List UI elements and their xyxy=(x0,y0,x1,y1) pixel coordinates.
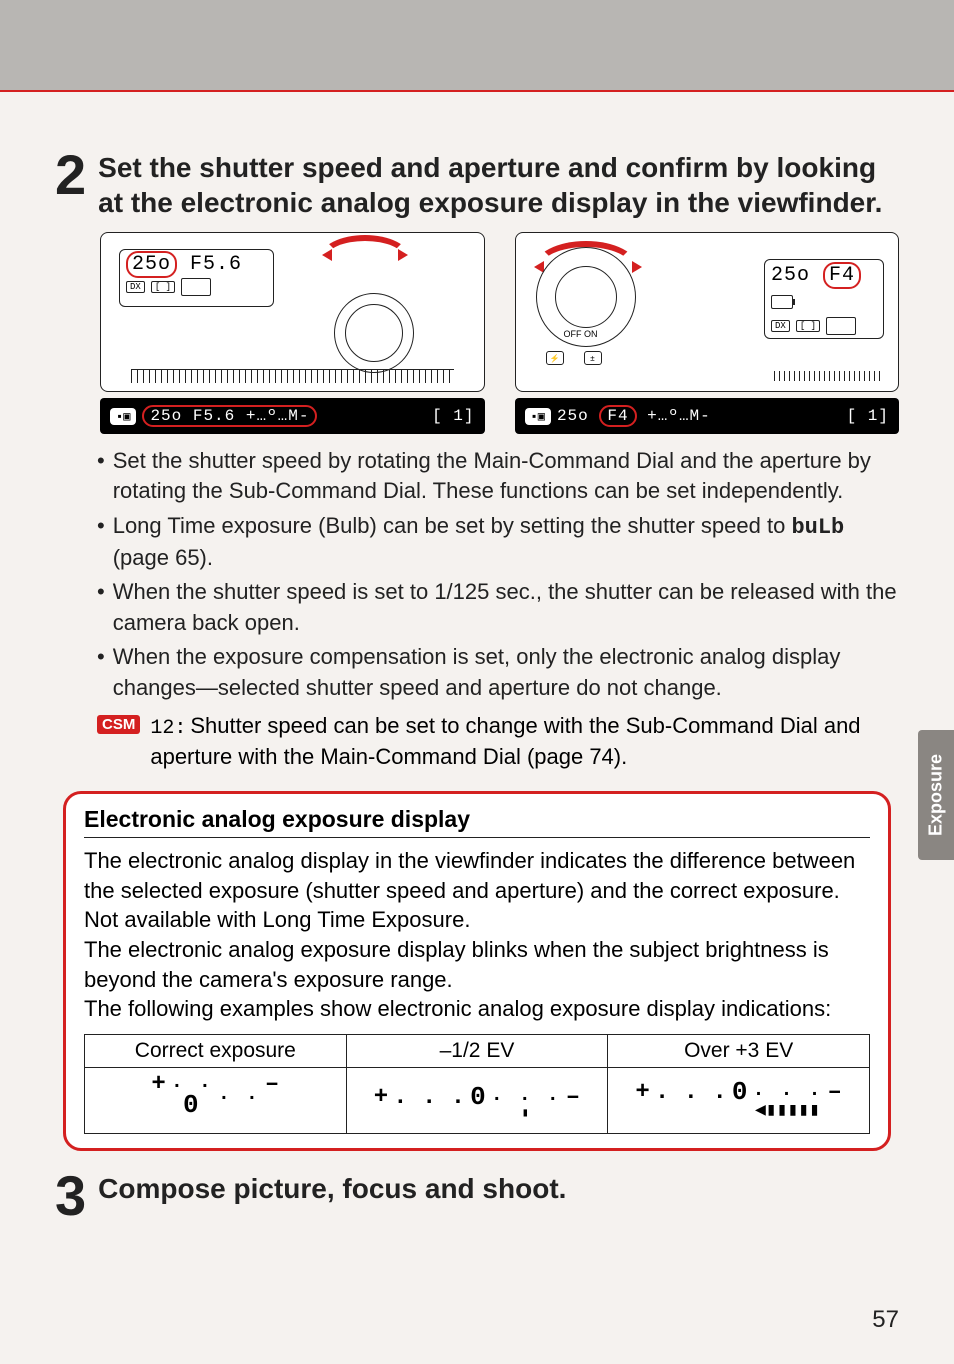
step-3: 3 Compose picture, focus and shoot. xyxy=(55,1171,899,1221)
ev-display-icon: +. . .0. . .▮– xyxy=(374,1086,580,1115)
illustration-right: OFF ON ⚡ ± 25o F4 DX [ ] xyxy=(515,232,900,434)
grip-texture-icon xyxy=(774,371,884,381)
comp-button-icon: ± xyxy=(584,351,602,365)
bullet-text-part: Long Time exposure (Bulb) can be set by … xyxy=(113,513,792,538)
info-box: Electronic analog exposure display The e… xyxy=(63,791,891,1151)
step-2: 2 Set the shutter speed and aperture and… xyxy=(55,150,899,220)
power-switch-label: OFF ON xyxy=(564,329,598,339)
bracket-icon: [ ] xyxy=(151,281,175,293)
camera-diagram-left: 25o F5.6 DX [ ] xyxy=(100,232,485,392)
info-p2: The electronic analog exposure display b… xyxy=(84,937,829,992)
lcd-shutter-oval: 25o xyxy=(126,251,177,278)
bullet-text: Set the shutter speed by rotating the Ma… xyxy=(113,446,899,507)
ev-display-icon: +. .0 . .– xyxy=(151,1073,279,1129)
vf-readout-right: 25o F4 +…º…M- xyxy=(557,407,711,425)
ev-header: Over +3 EV xyxy=(608,1034,870,1067)
ev-cell-half: +. . .0. . .▮– xyxy=(346,1067,608,1133)
page-content: 2 Set the shutter speed and aperture and… xyxy=(55,150,899,1233)
grip-texture-icon xyxy=(131,369,454,383)
vf-frame-right: [ 1] xyxy=(847,407,889,425)
ev-header: Correct exposure xyxy=(85,1034,347,1067)
vf-frame-left: [ 1] xyxy=(432,407,474,425)
bullet-item: • Set the shutter speed by rotating the … xyxy=(97,446,899,507)
main-command-dial-icon xyxy=(334,293,414,373)
ev-cell-correct: +. .0 . .– xyxy=(85,1067,347,1133)
bullet-text: When the exposure compensation is set, o… xyxy=(113,642,899,703)
illustration-row: 25o F5.6 DX [ ] xyxy=(100,232,899,434)
bullet-dot-icon: • xyxy=(97,577,105,638)
frame-count-icon xyxy=(826,317,856,335)
info-p3: The following examples show electronic a… xyxy=(84,996,831,1021)
illustration-left: 25o F5.6 DX [ ] xyxy=(100,232,485,434)
mode-icon: ▪▣ xyxy=(525,408,551,425)
bullet-text: Long Time exposure (Bulb) can be set by … xyxy=(113,511,899,574)
info-box-title: Electronic analog exposure display xyxy=(84,806,870,838)
bullet-list: • Set the shutter speed by rotating the … xyxy=(97,446,899,703)
top-gray-bar xyxy=(0,0,954,90)
step-title: Set the shutter speed and aperture and c… xyxy=(98,150,899,220)
table-row: Correct exposure –1/2 EV Over +3 EV xyxy=(85,1034,870,1067)
csm-badge: CSM xyxy=(97,715,140,734)
csm-body: Shutter speed can be set to change with … xyxy=(150,713,860,770)
arrow-left-icon xyxy=(528,261,544,273)
ev-table: Correct exposure –1/2 EV Over +3 EV +. .… xyxy=(84,1034,870,1134)
info-p1: The electronic analog display in the vie… xyxy=(84,848,855,932)
camera-diagram-right: OFF ON ⚡ ± 25o F4 DX [ ] xyxy=(515,232,900,392)
arrow-left-icon xyxy=(316,249,332,261)
bulb-code: buLb xyxy=(791,515,844,540)
csm-note: CSM 12:Shutter speed can be set to chang… xyxy=(97,711,899,773)
dx-icon: DX xyxy=(126,281,145,293)
step-number: 3 xyxy=(55,1171,86,1221)
mode-icon: ▪▣ xyxy=(110,408,136,425)
csm-code: 12: xyxy=(150,717,186,740)
flash-button-icon: ⚡ xyxy=(546,351,564,365)
battery-icon xyxy=(771,295,793,309)
vf-readout-left: 25o F5.6 +…º…M- xyxy=(142,405,317,427)
bullet-item: • When the shutter speed is set to 1/125… xyxy=(97,577,899,638)
viewfinder-strip-left: ▪▣ 25o F5.6 +…º…M- [ 1] xyxy=(100,398,485,434)
bullet-dot-icon: • xyxy=(97,642,105,703)
frame-count-icon xyxy=(181,278,211,296)
csm-text: 12:Shutter speed can be set to change wi… xyxy=(150,711,899,773)
bullet-item: • Long Time exposure (Bulb) can be set b… xyxy=(97,511,899,574)
dx-icon: DX xyxy=(771,320,790,332)
bullet-item: • When the exposure compensation is set,… xyxy=(97,642,899,703)
ev-display-icon: +. . .0. . .◀▮▮▮▮▮– xyxy=(635,1081,841,1120)
lcd-aperture: F5.6 xyxy=(190,253,242,276)
section-tab-exposure: Exposure xyxy=(918,730,954,860)
lcd-shutter: 25o xyxy=(771,264,810,287)
lcd-aperture-oval: F4 xyxy=(823,262,861,289)
ev-cell-over3: +. . .0. . .◀▮▮▮▮▮– xyxy=(608,1067,870,1133)
top-lcd-right: 25o F4 DX [ ] xyxy=(764,259,884,339)
step-title: Compose picture, focus and shoot. xyxy=(98,1171,566,1206)
rotate-arc-icon xyxy=(320,235,410,281)
arrow-right-icon xyxy=(632,261,648,273)
table-row: +. .0 . .– +. . .0. . .▮– +. . .0. . .◀▮… xyxy=(85,1067,870,1133)
info-box-body: The electronic analog display in the vie… xyxy=(84,846,870,1024)
bullet-text: When the shutter speed is set to 1/125 s… xyxy=(113,577,899,638)
main-dial-block xyxy=(324,243,454,363)
bullet-dot-icon: • xyxy=(97,511,105,574)
button-row: ⚡ ± xyxy=(546,351,602,365)
bracket-icon: [ ] xyxy=(796,320,820,332)
viewfinder-strip-right: ▪▣ 25o F4 +…º…M- [ 1] xyxy=(515,398,900,434)
step-number: 2 xyxy=(55,150,86,200)
top-lcd-left: 25o F5.6 DX [ ] xyxy=(119,249,274,307)
arrow-right-icon xyxy=(398,249,414,261)
red-divider xyxy=(0,90,954,92)
ev-header: –1/2 EV xyxy=(346,1034,608,1067)
bullet-dot-icon: • xyxy=(97,446,105,507)
bullet-text-suffix: (page 65). xyxy=(113,545,213,570)
page-number: 57 xyxy=(872,1306,899,1334)
